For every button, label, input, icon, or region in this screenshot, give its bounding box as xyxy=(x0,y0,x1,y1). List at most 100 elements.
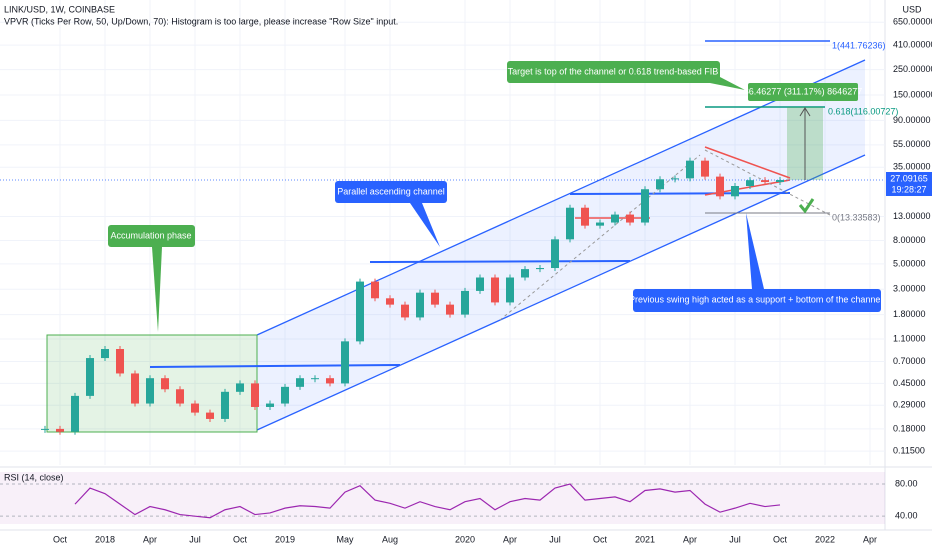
candle xyxy=(611,214,619,223)
candle xyxy=(476,277,484,291)
candle xyxy=(701,160,709,177)
x-tick-label: Apr xyxy=(863,534,877,544)
candle xyxy=(581,207,589,226)
x-tick-label: Aug xyxy=(382,534,398,544)
candle xyxy=(761,180,769,183)
y-tick-label: 0.11500 xyxy=(893,446,925,456)
currency: USD xyxy=(902,4,922,14)
arrow-head xyxy=(799,107,811,117)
candle xyxy=(401,304,409,318)
x-tick-label: Jul xyxy=(549,534,561,544)
countdown: 19:28:27 xyxy=(891,184,926,194)
x-tick-label: Oct xyxy=(233,534,248,544)
y-tick-label: 1.10000 xyxy=(893,333,926,343)
candle xyxy=(536,268,544,270)
x-tick-label: Jul xyxy=(189,534,201,544)
callout-text: Previous swing high acted as a support +… xyxy=(629,294,885,304)
y-tick-label: 3.00000 xyxy=(893,284,926,294)
callout-pointer xyxy=(746,213,764,289)
candle xyxy=(356,281,364,342)
candle xyxy=(296,378,304,387)
triangle-line xyxy=(704,146,791,179)
x-tick-label: Oct xyxy=(53,534,68,544)
callout-texts: Accumulation phase Parallel ascending ch… xyxy=(110,66,927,304)
candle xyxy=(566,207,574,240)
channel-bottom xyxy=(256,154,866,431)
y-tick-label: 410.00000 xyxy=(893,39,932,49)
x-tick-label: Jul xyxy=(729,534,741,544)
y-tick-label: 35.00000 xyxy=(893,162,931,172)
candle xyxy=(416,292,424,318)
callout-text: Accumulation phase xyxy=(110,230,191,240)
y-tick-label: 13.00000 xyxy=(893,211,931,221)
callout-text: Target is top of the channel or 0.618 tr… xyxy=(508,66,719,76)
candle xyxy=(341,341,349,384)
callout-pointer xyxy=(152,247,162,332)
candle xyxy=(101,349,109,359)
candle xyxy=(641,189,649,223)
candle xyxy=(221,391,229,419)
y-tick-label: 0.45000 xyxy=(893,378,926,388)
candle xyxy=(281,386,289,404)
channel-fill xyxy=(257,60,865,430)
last-price: 27.09165 xyxy=(890,173,928,183)
candle xyxy=(116,349,124,374)
y-tick-label: 8.00000 xyxy=(893,235,926,245)
candle xyxy=(776,179,784,183)
level-line xyxy=(369,260,631,263)
candle xyxy=(176,389,184,404)
level-line xyxy=(149,364,401,368)
callout-text: Parallel ascending channel xyxy=(337,186,445,196)
rsi-line xyxy=(74,483,781,519)
y-tick-label: 250.00000 xyxy=(893,64,932,74)
candle xyxy=(71,395,79,432)
x-tick-label: Apr xyxy=(683,534,697,544)
x-tick-label: 2020 xyxy=(455,534,475,544)
fib-label: 1(441.76236) xyxy=(832,40,886,50)
x-tick-label: May xyxy=(336,534,354,544)
candle xyxy=(251,383,259,407)
x-tick-label: 2021 xyxy=(635,534,655,544)
callout xyxy=(507,61,720,83)
candle xyxy=(551,239,559,269)
candle xyxy=(41,428,49,430)
x-tick-label: 2018 xyxy=(95,534,115,544)
measure-text: 86.46277 (311.17%) 8646277 xyxy=(744,86,862,96)
candle xyxy=(461,290,469,315)
fib-label: 0(13.33583) xyxy=(832,212,881,222)
x-tick-label: 2022 xyxy=(815,534,835,544)
fib-label: 0.618(116.00727) xyxy=(828,106,898,116)
candle xyxy=(626,214,634,223)
symbol: LINK/USD, 1W, COINBASE xyxy=(4,4,115,14)
candle xyxy=(131,373,139,404)
rsi-band xyxy=(0,472,885,524)
y-tick-label: 5.00000 xyxy=(893,258,926,268)
x-tick-label: Oct xyxy=(593,534,608,544)
candle xyxy=(686,160,694,179)
price-label-bg xyxy=(886,172,932,196)
y-tick-label: 1.80000 xyxy=(893,309,926,319)
candle xyxy=(656,179,664,190)
y-tick-label: 0.18000 xyxy=(893,423,926,433)
trend-dashed xyxy=(499,154,701,321)
callout xyxy=(335,181,447,203)
y-tick-label: 0.70000 xyxy=(893,356,926,366)
rsi-title: RSI (14, close) xyxy=(4,472,64,482)
y-tick-label: 80.00 xyxy=(895,478,918,488)
measure-label xyxy=(748,83,858,101)
callout xyxy=(108,225,195,247)
candle xyxy=(446,304,454,315)
x-tick-label: Oct xyxy=(773,534,788,544)
y-tick-label: 650.00000 xyxy=(893,17,932,27)
candle xyxy=(191,403,199,413)
y-tick-label: 0.29000 xyxy=(893,400,926,410)
callout-pointer xyxy=(410,203,440,247)
candle xyxy=(371,281,379,299)
candle xyxy=(326,378,334,384)
candle xyxy=(56,428,64,432)
candle xyxy=(491,277,499,303)
candle xyxy=(746,180,754,187)
candle xyxy=(161,378,169,390)
candle xyxy=(386,298,394,305)
